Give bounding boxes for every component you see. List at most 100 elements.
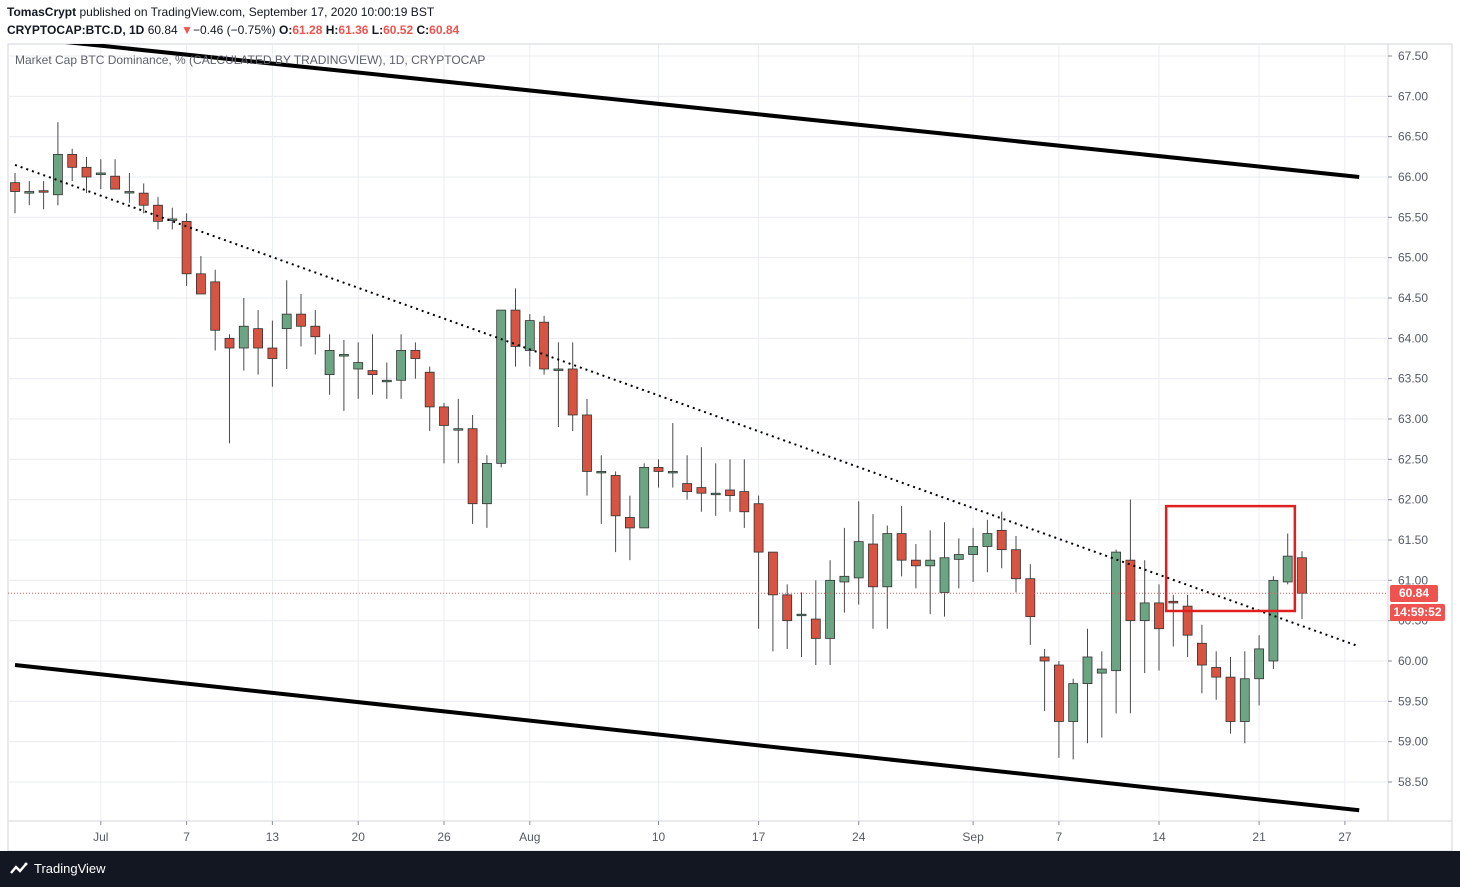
candle[interactable] [796, 592, 807, 657]
candle[interactable] [453, 398, 464, 464]
candle[interactable] [281, 280, 292, 369]
candle[interactable] [439, 402, 449, 464]
candle[interactable] [1268, 576, 1279, 670]
candle[interactable] [1182, 594, 1193, 657]
candle[interactable] [195, 256, 206, 295]
candle[interactable] [524, 314, 535, 367]
candle[interactable] [1096, 651, 1107, 738]
candle[interactable] [782, 584, 793, 649]
candle[interactable] [67, 148, 78, 182]
candle[interactable] [1211, 651, 1222, 700]
candle[interactable] [653, 459, 664, 488]
candle[interactable] [739, 459, 750, 528]
candle[interactable] [367, 334, 378, 395]
candle[interactable] [267, 320, 278, 387]
candle[interactable] [1039, 648, 1050, 712]
candle[interactable] [882, 525, 893, 629]
candle[interactable] [381, 362, 392, 399]
candle[interactable] [410, 342, 421, 379]
candle[interactable] [582, 398, 592, 496]
candle[interactable] [481, 455, 492, 528]
candle[interactable] [1225, 656, 1236, 734]
candle[interactable] [868, 514, 878, 629]
candle[interactable] [296, 293, 306, 347]
price-chart[interactable]: 58.5059.0059.5060.0060.5061.0061.5062.00… [0, 0, 1460, 851]
candle[interactable] [825, 560, 835, 666]
candle[interactable] [1282, 533, 1293, 585]
y-tick-label: 65.50 [1398, 210, 1428, 224]
candle[interactable] [768, 551, 778, 652]
candle[interactable] [467, 414, 478, 524]
candle[interactable] [1168, 594, 1179, 647]
candle[interactable] [138, 183, 149, 214]
candle[interactable] [1154, 584, 1164, 671]
candle[interactable] [1254, 635, 1264, 706]
candle[interactable] [338, 339, 349, 411]
candle[interactable] [610, 471, 621, 553]
candle[interactable] [925, 530, 936, 615]
candle[interactable] [696, 447, 707, 512]
candle[interactable] [1011, 535, 1021, 593]
candle[interactable] [1068, 678, 1079, 760]
candle[interactable] [1239, 651, 1250, 744]
candle[interactable] [596, 455, 607, 524]
x-tick-label: 24 [852, 830, 866, 844]
candle[interactable] [953, 538, 964, 589]
tradingview-logo-icon[interactable] [10, 861, 28, 877]
candle[interactable] [81, 156, 92, 194]
candle[interactable] [1111, 549, 1121, 714]
candle[interactable] [639, 463, 650, 529]
candle[interactable] [510, 288, 521, 367]
candle[interactable] [124, 172, 135, 203]
candle[interactable] [310, 310, 321, 355]
author-name[interactable]: TomasCrypt [7, 5, 77, 19]
candle[interactable] [725, 459, 735, 512]
candle-body-down [739, 491, 750, 513]
candle[interactable] [24, 181, 35, 206]
candle-body-down [896, 533, 907, 561]
candle[interactable] [996, 511, 1007, 569]
candle[interactable] [1139, 560, 1150, 674]
candle[interactable] [839, 527, 850, 613]
candle[interactable] [1197, 624, 1207, 694]
candle[interactable] [553, 342, 564, 428]
candle[interactable] [753, 495, 764, 629]
candle[interactable] [353, 342, 364, 399]
candle[interactable] [667, 423, 678, 488]
candle[interactable] [153, 197, 163, 230]
candle[interactable] [539, 315, 549, 375]
candle[interactable] [911, 544, 921, 589]
candle[interactable] [1025, 564, 1036, 645]
candle[interactable] [95, 159, 106, 190]
candle[interactable] [810, 580, 821, 666]
candle[interactable] [939, 522, 950, 617]
candle[interactable] [710, 463, 721, 516]
footer-brand[interactable]: TradingView [34, 861, 106, 876]
candle[interactable] [1082, 628, 1093, 744]
candle[interactable] [625, 495, 635, 561]
candle[interactable] [853, 501, 864, 605]
candle[interactable] [396, 334, 407, 399]
candle[interactable] [1125, 499, 1136, 714]
candle[interactable] [224, 334, 235, 444]
candle[interactable] [567, 342, 578, 432]
candle-body-up [710, 492, 721, 496]
candle[interactable] [324, 334, 335, 395]
candle[interactable] [424, 366, 435, 432]
candle[interactable] [210, 269, 221, 351]
candle[interactable] [896, 506, 907, 577]
candle[interactable] [968, 527, 978, 582]
candle[interactable] [253, 310, 264, 375]
candle[interactable] [682, 455, 692, 500]
candle-body-down [195, 273, 206, 295]
candle[interactable] [10, 172, 20, 214]
candle[interactable] [238, 298, 249, 371]
candle-body-down [1154, 602, 1164, 630]
candle[interactable] [496, 309, 507, 468]
candle[interactable] [38, 181, 49, 210]
candle[interactable] [53, 122, 63, 206]
candle[interactable] [110, 159, 120, 190]
candle[interactable] [1054, 661, 1064, 758]
symbol-name[interactable]: CRYPTOCAP:BTC.D, 1D [7, 23, 145, 37]
candle[interactable] [982, 519, 993, 573]
